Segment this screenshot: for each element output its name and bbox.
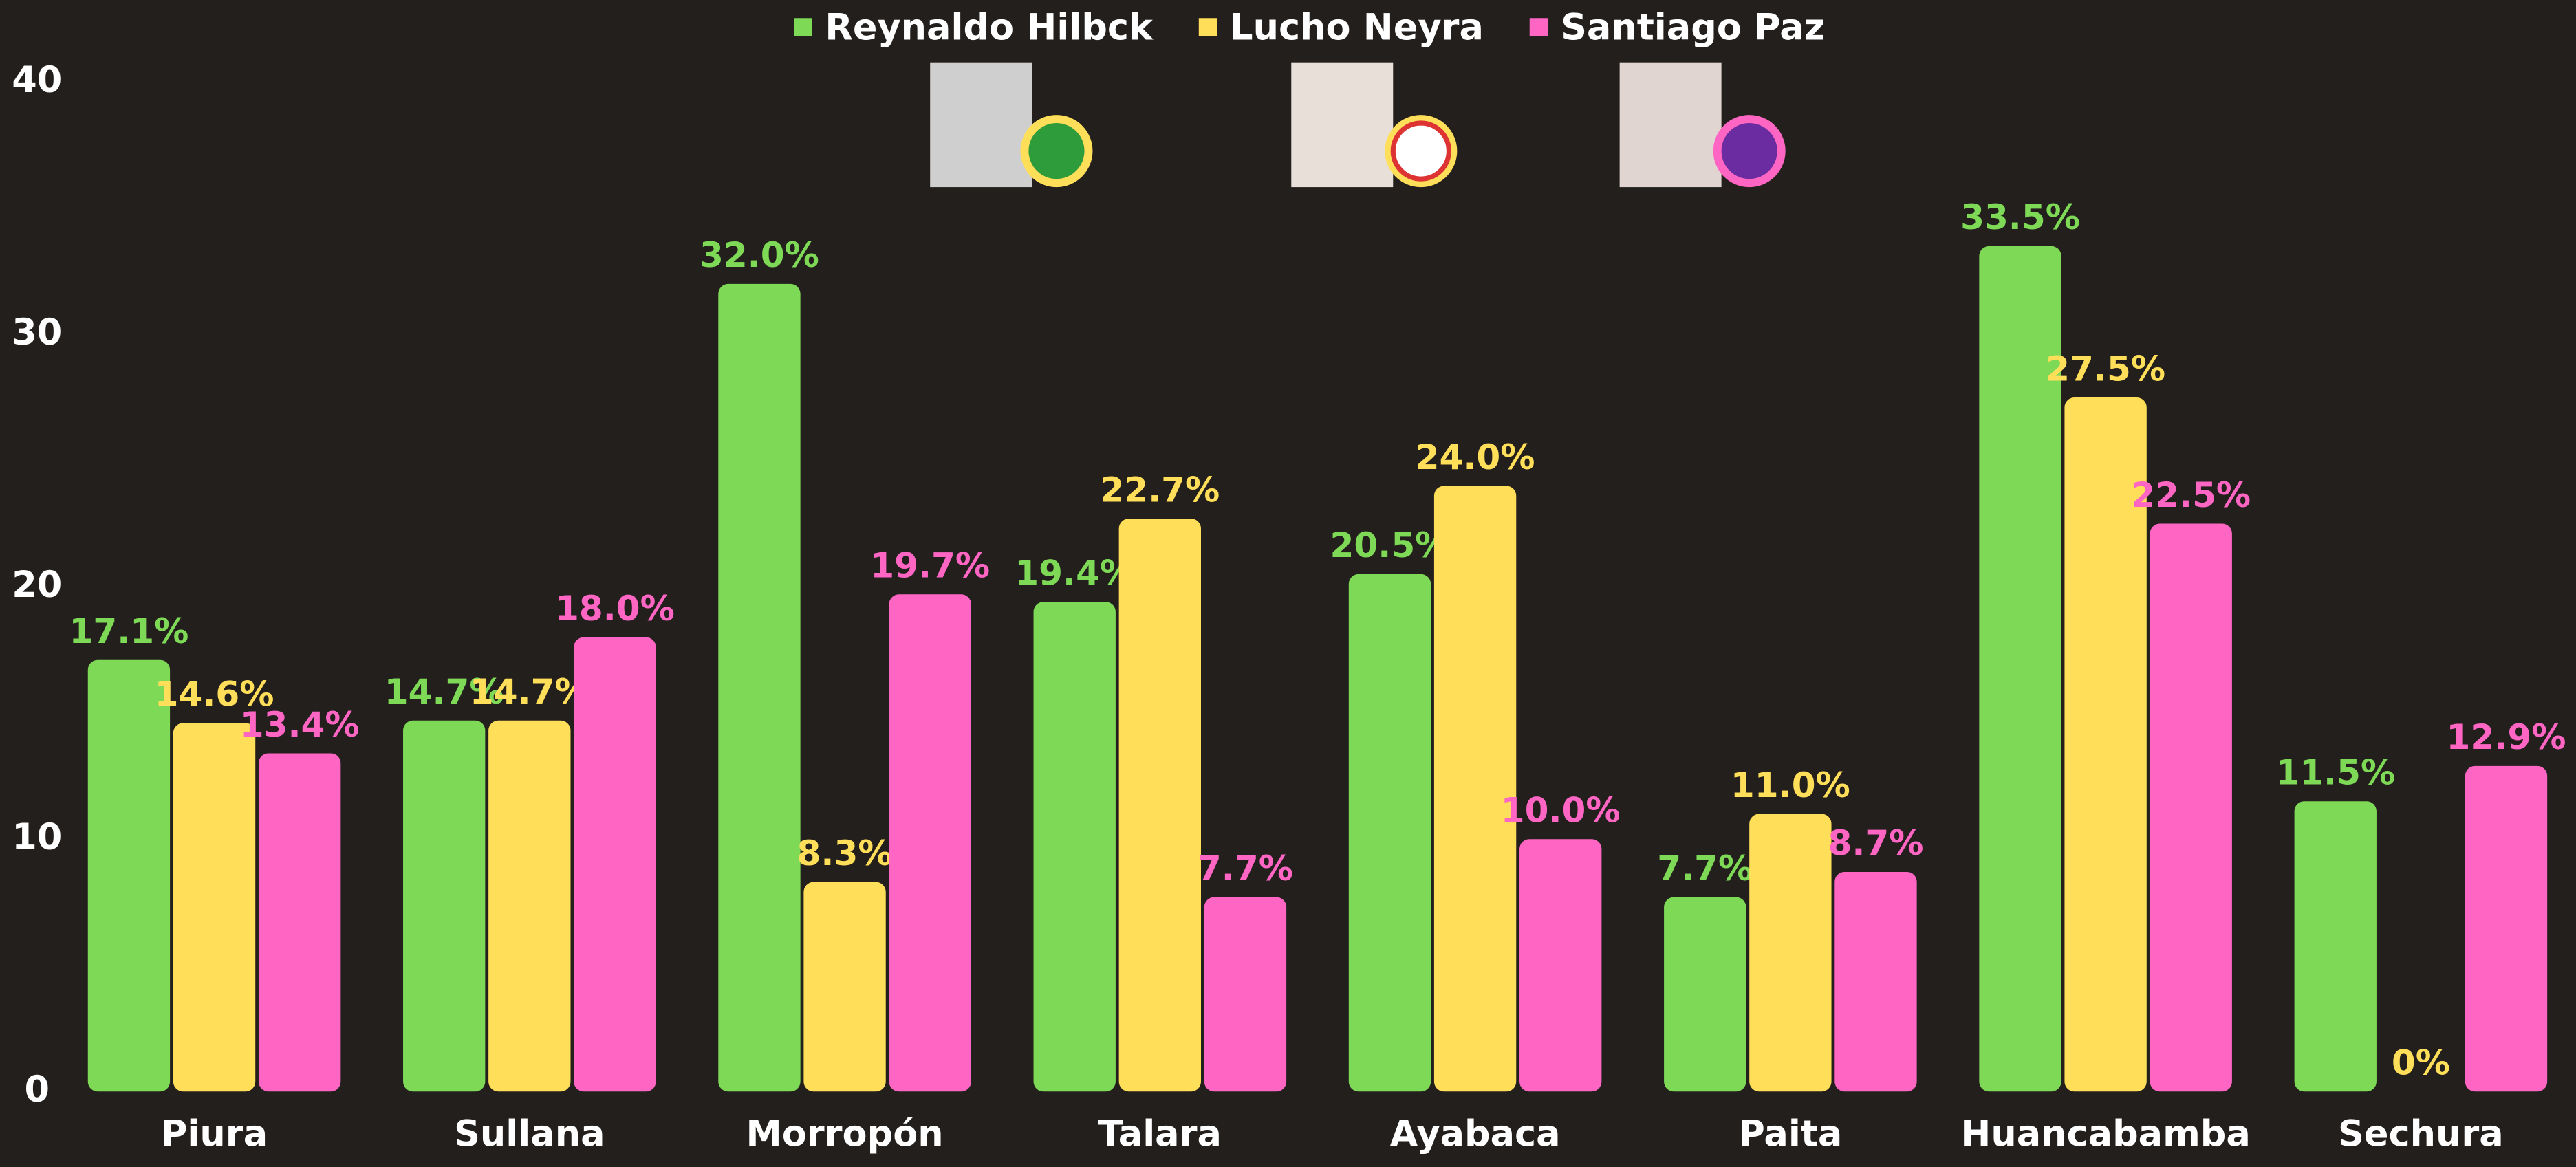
- value-label: 11.0%: [1731, 765, 1850, 805]
- bar: [258, 753, 341, 1092]
- bar: [2294, 801, 2377, 1092]
- value-label: 7.7%: [1657, 848, 1753, 888]
- badge: [1721, 123, 1777, 179]
- value-label: 14.7%: [385, 671, 504, 712]
- bar: [1433, 486, 1517, 1092]
- bar: [2064, 397, 2147, 1092]
- x-tick-label: Morropón: [746, 1113, 943, 1155]
- bar: [87, 659, 171, 1092]
- y-tick-label: 30: [12, 312, 62, 353]
- x-tick-label: Sechura: [2338, 1113, 2504, 1155]
- bar: [1664, 897, 1746, 1092]
- bar: [889, 594, 971, 1092]
- value-label: 33.5%: [1960, 197, 2080, 237]
- value-label: 22.5%: [2131, 475, 2251, 515]
- legend-swatch: [1198, 18, 1217, 36]
- bar: [803, 882, 886, 1092]
- legend-swatch: [794, 18, 812, 36]
- x-tick-label: Paita: [1738, 1113, 1842, 1155]
- x-tick-label: Ayabaca: [1390, 1113, 1561, 1155]
- legend-swatch: [1529, 18, 1548, 36]
- bar: [1834, 871, 1917, 1092]
- bar: [1204, 897, 1287, 1092]
- value-label: 19.4%: [1015, 553, 1134, 593]
- bar: [1749, 814, 1832, 1092]
- value-label: 13.4%: [240, 704, 360, 745]
- bar: [1033, 602, 1116, 1092]
- value-label: 27.5%: [2046, 348, 2165, 389]
- value-label: 10.0%: [1501, 790, 1621, 831]
- x-tick-label: Piura: [161, 1113, 268, 1155]
- bar: [488, 720, 571, 1092]
- bar: [574, 637, 656, 1092]
- value-label: 20.5%: [1330, 525, 1450, 565]
- candidate-photos: [930, 62, 1786, 188]
- x-tick-label: Talara: [1098, 1113, 1222, 1155]
- bar: [1118, 519, 1202, 1092]
- value-label: 0%: [2392, 1043, 2450, 1083]
- bar: [173, 723, 256, 1092]
- bar: [403, 720, 486, 1092]
- bar: [1348, 574, 1431, 1092]
- value-label: 19.7%: [870, 545, 990, 586]
- legend-label: Santiago Paz: [1561, 7, 1825, 49]
- value-label: 22.7%: [1100, 470, 1220, 510]
- photo: [1291, 62, 1394, 188]
- value-label: 8.7%: [1828, 822, 1923, 863]
- y-tick-label: 40: [12, 59, 62, 101]
- bar: [1979, 246, 2061, 1092]
- value-label: 32.0%: [700, 235, 819, 275]
- badge: [1390, 120, 1451, 182]
- x-tick-label: Huancabamba: [1960, 1113, 2250, 1155]
- bar: [718, 283, 801, 1092]
- value-label: 18.0%: [555, 588, 675, 629]
- y-tick-label: 20: [12, 564, 62, 606]
- value-label: 14.6%: [155, 674, 274, 715]
- value-label: 7.7%: [1198, 848, 1293, 888]
- legend-label: Reynaldo Hilbck: [825, 7, 1154, 49]
- photo: [1619, 62, 1722, 188]
- bar: [2465, 765, 2548, 1092]
- legend-label: Lucho Neyra: [1230, 7, 1484, 49]
- y-tick-label: 0: [25, 1069, 50, 1111]
- value-label: 12.9%: [2447, 717, 2566, 757]
- badge: [1028, 123, 1085, 179]
- photo: [930, 62, 1032, 188]
- value-label: 11.5%: [2275, 752, 2395, 793]
- bar: [2150, 523, 2232, 1092]
- bar: [1519, 839, 1602, 1092]
- value-label: 8.3%: [797, 833, 893, 873]
- x-tick-label: Sullana: [454, 1113, 605, 1155]
- value-label: 24.0%: [1416, 437, 1535, 477]
- y-tick-label: 10: [12, 816, 62, 858]
- value-label: 17.1%: [69, 611, 189, 651]
- value-label: 14.7%: [470, 671, 589, 712]
